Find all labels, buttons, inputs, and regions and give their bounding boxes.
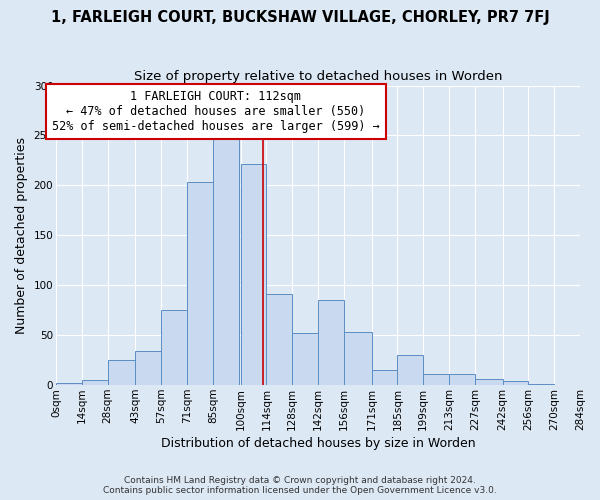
Bar [371,370,397,385]
Bar [108,360,136,385]
Bar [266,294,292,385]
Bar [475,379,503,385]
Bar [56,383,82,385]
Y-axis label: Number of detached properties: Number of detached properties [15,137,28,334]
Bar [318,300,344,385]
Bar [449,374,475,385]
Text: 1 FARLEIGH COURT: 112sqm
← 47% of detached houses are smaller (550)
52% of semi-: 1 FARLEIGH COURT: 112sqm ← 47% of detach… [52,90,380,133]
Text: 1, FARLEIGH COURT, BUCKSHAW VILLAGE, CHORLEY, PR7 7FJ: 1, FARLEIGH COURT, BUCKSHAW VILLAGE, CHO… [50,10,550,25]
X-axis label: Distribution of detached houses by size in Worden: Distribution of detached houses by size … [161,437,475,450]
Text: Contains HM Land Registry data © Crown copyright and database right 2024.
Contai: Contains HM Land Registry data © Crown c… [103,476,497,495]
Bar [397,355,423,385]
Bar [82,380,108,385]
Bar [161,310,187,385]
Title: Size of property relative to detached houses in Worden: Size of property relative to detached ho… [134,70,502,83]
Bar [213,132,239,385]
Bar [241,164,266,385]
Bar [503,381,529,385]
Bar [292,333,318,385]
Bar [187,182,213,385]
Bar [344,332,371,385]
Bar [136,351,161,385]
Bar [423,374,449,385]
Bar [529,384,554,385]
